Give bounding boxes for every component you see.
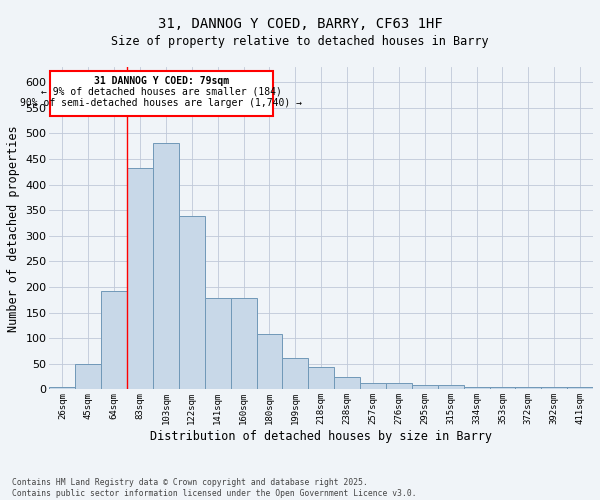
- Bar: [438, 386, 464, 390]
- X-axis label: Distribution of detached houses by size in Barry: Distribution of detached houses by size …: [150, 430, 492, 443]
- Text: Size of property relative to detached houses in Barry: Size of property relative to detached ho…: [111, 35, 489, 48]
- Text: Contains HM Land Registry data © Crown copyright and database right 2025.
Contai: Contains HM Land Registry data © Crown c…: [12, 478, 416, 498]
- Bar: [75, 364, 101, 390]
- Bar: [101, 291, 127, 390]
- Bar: [541, 388, 567, 390]
- Bar: [515, 388, 541, 390]
- Bar: [464, 387, 490, 390]
- Bar: [567, 388, 593, 390]
- Bar: [127, 168, 153, 390]
- Bar: [412, 386, 438, 390]
- Bar: [49, 387, 75, 390]
- Bar: [334, 377, 360, 390]
- Text: ← 9% of detached houses are smaller (184): ← 9% of detached houses are smaller (184…: [41, 87, 281, 97]
- Text: 31, DANNOG Y COED, BARRY, CF63 1HF: 31, DANNOG Y COED, BARRY, CF63 1HF: [158, 18, 442, 32]
- Text: 31 DANNOG Y COED: 79sqm: 31 DANNOG Y COED: 79sqm: [94, 76, 229, 86]
- Bar: [230, 298, 257, 390]
- Bar: [283, 358, 308, 390]
- Bar: [490, 388, 515, 390]
- Bar: [205, 298, 230, 390]
- FancyBboxPatch shape: [50, 70, 272, 116]
- Bar: [308, 367, 334, 390]
- Bar: [257, 334, 283, 390]
- Y-axis label: Number of detached properties: Number of detached properties: [7, 125, 20, 332]
- Text: 90% of semi-detached houses are larger (1,740) →: 90% of semi-detached houses are larger (…: [20, 98, 302, 108]
- Bar: [360, 384, 386, 390]
- Bar: [153, 142, 179, 390]
- Bar: [179, 216, 205, 390]
- Bar: [386, 384, 412, 390]
